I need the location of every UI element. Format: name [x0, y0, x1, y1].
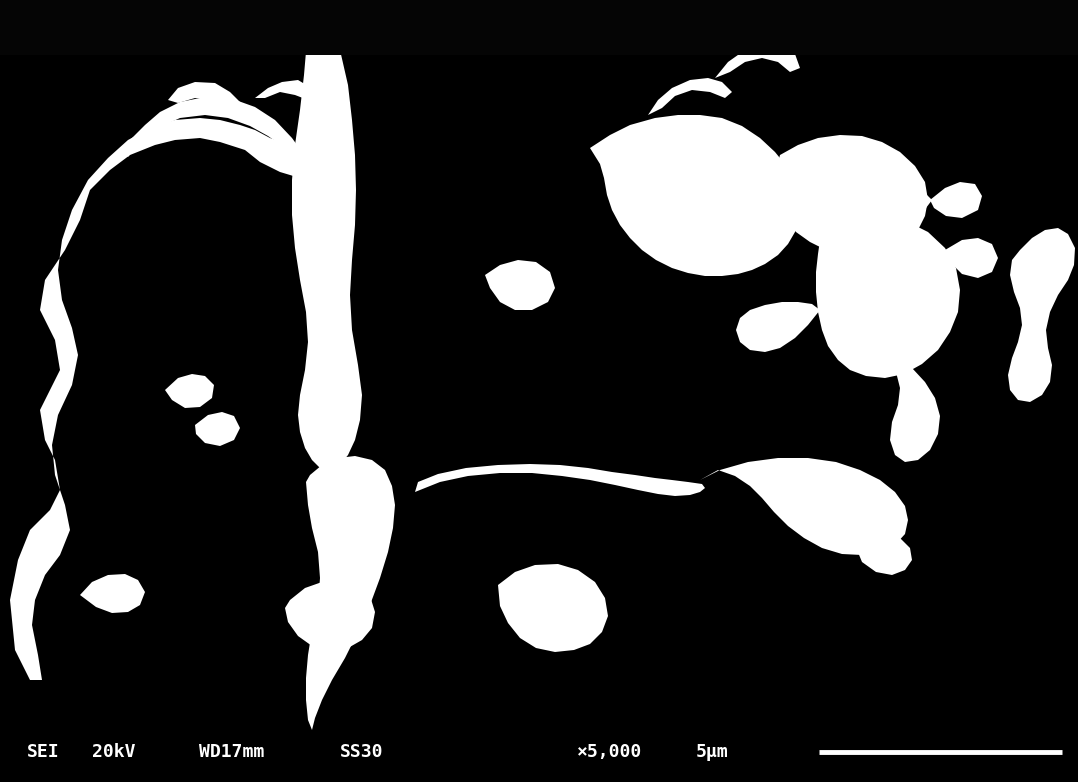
Polygon shape: [415, 464, 705, 496]
Polygon shape: [498, 564, 608, 652]
Polygon shape: [10, 118, 310, 680]
Polygon shape: [285, 580, 375, 650]
Polygon shape: [306, 456, 395, 730]
Polygon shape: [255, 80, 315, 100]
Text: 20kV: 20kV: [92, 743, 135, 762]
Polygon shape: [855, 535, 912, 575]
Polygon shape: [945, 238, 998, 278]
Polygon shape: [736, 302, 820, 352]
Polygon shape: [700, 458, 908, 555]
Polygon shape: [80, 190, 260, 600]
Polygon shape: [292, 0, 362, 470]
Polygon shape: [715, 44, 800, 78]
Polygon shape: [590, 115, 802, 276]
Text: SEI: SEI: [27, 743, 59, 762]
Polygon shape: [1008, 228, 1075, 402]
Polygon shape: [320, 8, 372, 46]
Text: WD17mm: WD17mm: [199, 743, 265, 762]
Polygon shape: [80, 574, 146, 613]
Polygon shape: [195, 412, 240, 446]
Bar: [0, 0, 1078, 55]
Polygon shape: [930, 182, 982, 218]
Polygon shape: [648, 78, 732, 115]
Polygon shape: [165, 374, 215, 408]
Polygon shape: [855, 186, 932, 215]
Text: 5μm: 5μm: [695, 743, 728, 762]
Polygon shape: [890, 355, 940, 462]
Text: ×5,000: ×5,000: [577, 743, 642, 762]
Polygon shape: [816, 218, 960, 378]
Polygon shape: [485, 260, 555, 310]
Polygon shape: [168, 82, 240, 106]
Polygon shape: [120, 97, 310, 170]
Polygon shape: [774, 135, 928, 257]
Text: SS30: SS30: [340, 743, 383, 762]
